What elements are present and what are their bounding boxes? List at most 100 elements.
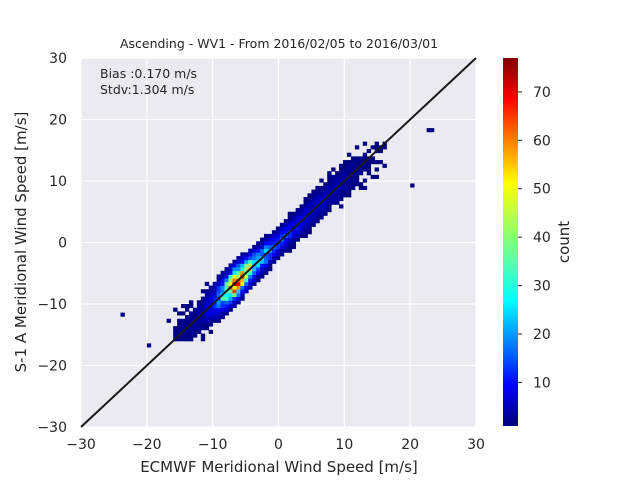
heatmap-cell xyxy=(291,233,297,238)
heatmap-cell xyxy=(362,185,368,191)
heatmap-cell xyxy=(315,196,320,202)
heatmap-cell xyxy=(291,215,297,220)
heatmap-cell xyxy=(260,241,265,246)
heatmap-cell xyxy=(339,196,344,202)
heatmap-cell xyxy=(196,304,202,309)
heatmap-cell xyxy=(252,259,257,264)
x-tick-label: −30 xyxy=(66,437,96,453)
heatmap-cell xyxy=(343,185,348,191)
heatmap-cell xyxy=(260,263,265,268)
heatmap-cell xyxy=(327,185,332,191)
heatmap-cell xyxy=(240,289,245,294)
heatmap-cell xyxy=(185,318,190,323)
heatmap-cell xyxy=(311,204,316,209)
heatmap-cell xyxy=(267,233,273,238)
heatmap-cell xyxy=(331,193,336,198)
heatmap-cell xyxy=(256,248,261,253)
heatmap-cell xyxy=(283,248,289,253)
heatmap-cell xyxy=(185,333,190,338)
heatmap-cell xyxy=(188,326,194,331)
heatmap-cell xyxy=(287,222,293,227)
heatmap-cell xyxy=(264,259,269,264)
heatmap-cell xyxy=(303,226,308,231)
heatmap-cell xyxy=(244,256,249,261)
heatmap-cell xyxy=(173,307,178,312)
heatmap-cell xyxy=(204,318,210,323)
heatmap-cell xyxy=(303,230,308,235)
heatmap-cell xyxy=(366,149,372,154)
heatmap-cell xyxy=(177,337,182,342)
heatmap-cell xyxy=(354,160,360,165)
heatmap-cell xyxy=(327,196,332,202)
heatmap-cell xyxy=(339,174,344,179)
heatmap-cell xyxy=(216,278,221,283)
heatmap-cell xyxy=(343,167,348,172)
heatmap-cell xyxy=(295,233,300,238)
heatmap-cell xyxy=(216,289,221,294)
heatmap-cell xyxy=(236,267,241,272)
heatmap-cell xyxy=(236,263,241,268)
heatmap-cell xyxy=(279,248,285,253)
heatmap-cell xyxy=(224,304,229,309)
y-tick-label: −20 xyxy=(37,359,67,375)
heatmap-cell xyxy=(204,315,210,320)
heatmap-cell xyxy=(244,274,249,279)
heatmap-cell xyxy=(307,230,312,235)
heatmap-cell xyxy=(204,296,210,301)
heatmap-cell xyxy=(358,167,364,172)
heatmap-cell xyxy=(240,292,245,298)
heatmap-cell xyxy=(279,222,285,227)
heatmap-cell xyxy=(177,318,182,323)
heatmap-cell xyxy=(185,307,190,312)
heatmap-cell xyxy=(323,211,328,216)
heatmap-cell xyxy=(370,145,376,150)
heatmap-cell xyxy=(339,189,344,194)
heatmap-cell xyxy=(358,171,364,176)
heatmap-cell xyxy=(264,233,269,238)
heatmap-cell xyxy=(216,307,221,312)
heatmap-cell xyxy=(267,267,273,272)
heatmap-cell xyxy=(252,278,257,283)
heatmap-cell xyxy=(327,174,332,179)
heatmap-cell xyxy=(236,296,241,301)
colorbar-tick-label: 20 xyxy=(533,327,551,343)
heatmap-cell xyxy=(327,178,332,183)
heatmap-cell xyxy=(208,300,214,305)
heatmap-cell xyxy=(200,307,206,312)
stdv-annotation: Stdv:1.304 m/s xyxy=(100,82,194,97)
heatmap-cell xyxy=(256,267,261,272)
heatmap-cell xyxy=(232,267,237,272)
heatmap-cell xyxy=(208,307,214,312)
heatmap-cell xyxy=(228,296,233,301)
heatmap-cell xyxy=(283,230,289,235)
heatmap-cell xyxy=(208,285,214,290)
heatmap-cell xyxy=(260,270,265,275)
heatmap-cell xyxy=(350,174,356,179)
heatmap-cell xyxy=(204,281,210,286)
heatmap-cell xyxy=(192,311,198,316)
colorbar-tick-label: 40 xyxy=(533,230,551,246)
heatmap-cell xyxy=(327,208,332,213)
heatmap-cell xyxy=(220,296,225,301)
x-tick-label: 20 xyxy=(401,437,419,453)
heatmap-cell xyxy=(260,244,265,250)
heatmap-cell xyxy=(232,259,237,264)
heatmap-cell xyxy=(350,185,356,191)
heatmap-cell xyxy=(192,329,198,334)
heatmap-cell xyxy=(228,281,233,286)
heatmap-cell xyxy=(252,244,257,250)
heatmap-cell xyxy=(212,311,218,316)
heatmap-cell xyxy=(204,311,210,316)
x-tick-label: 0 xyxy=(274,437,283,453)
heatmap-cell xyxy=(323,200,328,205)
heatmap-cell xyxy=(220,289,225,294)
heatmap-cell xyxy=(216,304,221,309)
heatmap-cell xyxy=(335,178,340,183)
heatmap-cell xyxy=(252,270,257,275)
heatmap-cell xyxy=(204,326,210,331)
heatmap-cell xyxy=(291,230,297,235)
heatmap-cell xyxy=(331,174,336,179)
heatmap-cell xyxy=(370,174,376,179)
heatmap-cell xyxy=(323,189,328,194)
